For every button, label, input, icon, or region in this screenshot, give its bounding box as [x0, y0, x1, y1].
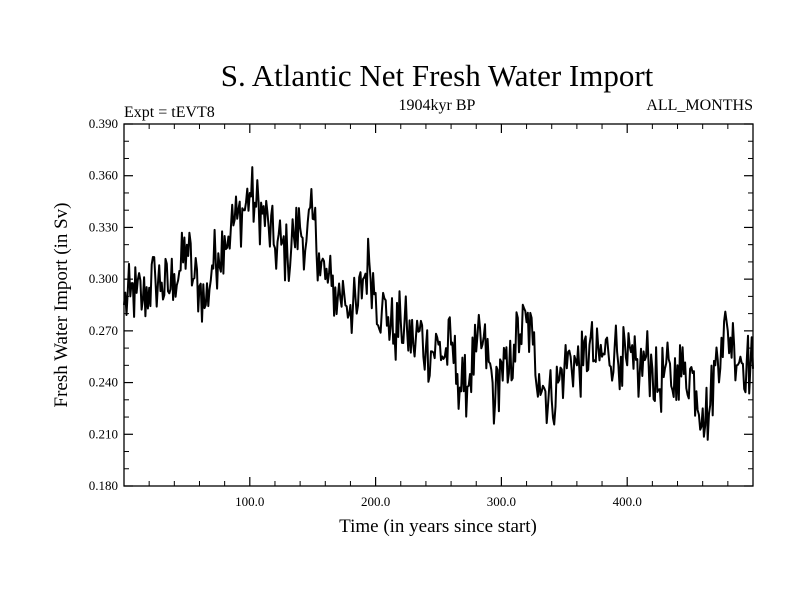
x-tick-label: 100.0 — [235, 494, 264, 509]
y-tick-label: 0.330 — [89, 219, 118, 234]
x-axis-label: Time (in years since start) — [339, 516, 537, 537]
y-tick-label: 0.360 — [89, 168, 118, 183]
x-tick-label: 400.0 — [613, 494, 642, 509]
y-tick-label: 0.210 — [89, 426, 118, 441]
plot-frame — [123, 123, 754, 487]
x-tick-label: 300.0 — [487, 494, 516, 509]
y-tick-label: 0.240 — [89, 375, 118, 390]
y-tick-label: 0.180 — [89, 478, 118, 493]
x-tick-label: 200.0 — [361, 494, 390, 509]
chart-title: S. Atlantic Net Fresh Water Import — [221, 58, 654, 93]
period-label: 1904kyr BP — [399, 97, 476, 114]
y-tick-label: 0.390 — [89, 116, 118, 131]
y-tick-label: 0.300 — [89, 271, 118, 286]
experiment-label: Expt = tEVT8 — [124, 104, 215, 121]
fresh-water-series-line — [123, 166, 754, 441]
y-axis-label: Fresh Water Import (in Sv) — [51, 203, 72, 408]
y-tick-label: 0.270 — [89, 323, 118, 338]
months-label: ALL_MONTHS — [646, 97, 753, 114]
